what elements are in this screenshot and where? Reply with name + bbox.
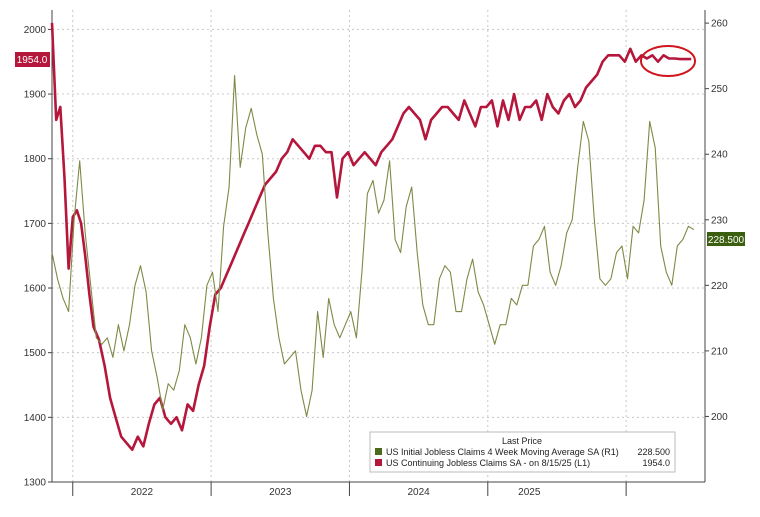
gridlines [52, 10, 705, 483]
left-axis: 1300 1400 1500 1600 1700 1800 1900 2000 [24, 10, 53, 489]
right-tag-text: 228.500 [708, 235, 745, 246]
legend-swatch-continuing [375, 459, 382, 466]
right-axis: 200 210 220 230 240 250 260 [704, 10, 728, 482]
legend-title: Last Price [502, 436, 542, 446]
legend-value-initial: 228.500 [637, 447, 670, 457]
left-tick-label: 1400 [24, 413, 47, 424]
left-tick-label: 1600 [24, 284, 47, 295]
legend-label-initial: US Initial Jobless Claims 4 Week Moving … [386, 447, 619, 457]
right-tick-label: 250 [711, 84, 728, 95]
legend-value-continuing: 1954.0 [642, 458, 670, 468]
right-tick-label: 210 [711, 346, 728, 357]
year-label: 2022 [131, 487, 154, 498]
legend-swatch-initial [375, 448, 382, 455]
highlight-circle [640, 45, 696, 77]
legend-label-continuing: US Continuing Jobless Claims SA - on 8/1… [386, 458, 590, 468]
left-tick-label: 1700 [24, 219, 47, 230]
left-tick-label: 1500 [24, 348, 47, 359]
x-axis: 2022 2023 2024 2025 [52, 481, 705, 498]
right-tick-label: 260 [711, 19, 728, 30]
right-tick-label: 200 [711, 412, 728, 423]
year-label: 2025 [518, 487, 541, 498]
right-value-tag: 228.500 [707, 232, 745, 246]
left-tick-label: 2000 [24, 25, 47, 36]
left-tag-text: 1954.0 [17, 55, 48, 66]
left-tick-label: 1300 [24, 478, 47, 489]
right-tick-label: 240 [711, 150, 728, 161]
left-tick-label: 1800 [24, 154, 47, 165]
left-tick-label: 1900 [24, 90, 47, 101]
right-tick-label: 220 [711, 281, 728, 292]
left-value-tag: 1954.0 [15, 52, 50, 67]
series-group [50, 22, 695, 452]
year-label: 2023 [269, 487, 292, 498]
series-line-continuing-claims [50, 22, 692, 452]
right-tick-label: 230 [711, 215, 728, 226]
series-line-initial-claims [51, 75, 695, 417]
legend-box: Last Price US Initial Jobless Claims 4 W… [369, 431, 676, 473]
year-label: 2024 [407, 487, 430, 498]
